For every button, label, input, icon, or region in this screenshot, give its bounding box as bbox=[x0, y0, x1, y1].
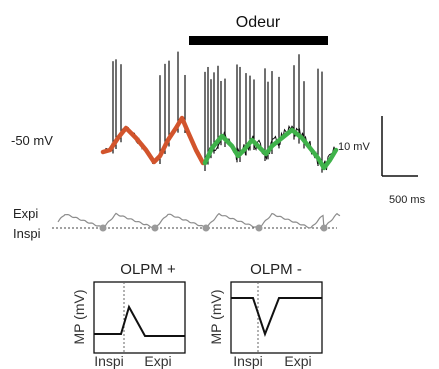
inset-olpm-positive-xlabel-expi: Expi bbox=[144, 353, 171, 369]
respiration-expi-label: Expi bbox=[13, 206, 38, 221]
respiration-inspi-label: Inspi bbox=[13, 226, 41, 241]
pre-odor-oscillation-overlay bbox=[100, 115, 206, 166]
inset-olpm-negative-curve bbox=[231, 297, 322, 337]
scale-bar bbox=[381, 116, 418, 177]
scale-time-label: 500 ms bbox=[389, 194, 426, 206]
inset-olpm-negative-frame bbox=[230, 281, 323, 354]
inset-olpm-positive-ylabel: MP (mV) bbox=[71, 290, 87, 345]
inset-olpm-positive-xlabel-inspi: Inspi bbox=[94, 353, 124, 369]
inset-olpm-negative-xlabel-inspi: Inspi bbox=[233, 353, 263, 369]
inset-olpm-negative: OLPM - MP (mV) Inspi Expi bbox=[208, 261, 323, 369]
inspiration-onset-marker bbox=[320, 224, 328, 232]
inspiration-onset-marker bbox=[202, 224, 210, 232]
inset-olpm-positive: OLPM + MP (mV) Inspi Expi bbox=[71, 261, 186, 369]
inspiration-onset-marker bbox=[99, 224, 107, 232]
membrane-potential-label: -50 mV bbox=[11, 133, 53, 148]
inset-olpm-negative-ylabel: MP (mV) bbox=[208, 290, 224, 345]
inset-olpm-positive-title: OLPM + bbox=[120, 261, 176, 278]
scale-voltage-label: 10 mV bbox=[338, 141, 370, 153]
odor-oscillation-overlay bbox=[202, 127, 339, 171]
inspiration-onset-marker bbox=[151, 224, 159, 232]
inset-olpm-positive-frame bbox=[93, 281, 186, 354]
odor-label: Odeur bbox=[236, 14, 281, 31]
inspiration-onset-markers bbox=[99, 224, 328, 232]
action-potential-spikes bbox=[112, 51, 323, 173]
odor-stimulus-bar bbox=[189, 36, 328, 45]
inset-olpm-positive-curve bbox=[94, 304, 185, 337]
inset-olpm-negative-xlabel-expi: Expi bbox=[284, 353, 311, 369]
inspiration-onset-marker bbox=[255, 224, 263, 232]
inset-olpm-negative-title: OLPM - bbox=[250, 261, 302, 278]
